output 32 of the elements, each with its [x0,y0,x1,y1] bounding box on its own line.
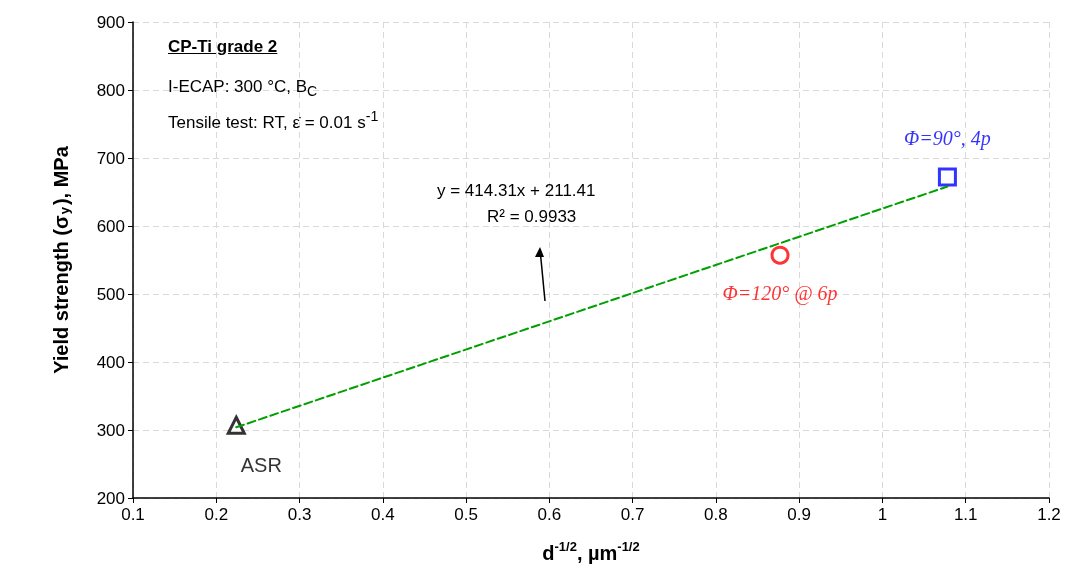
x-tick-label: 0.6 [537,505,562,524]
y-tick-label: 200 [96,488,125,508]
x-tick-label: 0.7 [620,505,645,524]
annotation: I-ECAP: 300 °C, B$_{C}$ [168,77,318,100]
x-tick-label: 0.4 [371,505,395,524]
point [770,245,790,265]
series-label: Φ=90°, 4p [904,126,991,150]
y-tick-label: 400 [96,352,125,372]
annotation: R² = 0.9933 [487,207,577,227]
y-tick-label: 500 [96,284,125,304]
x-tick-label: 0.9 [787,505,811,524]
y-axis-title: Yield strength (σy), MPa [50,145,72,374]
y-tick-label: 900 [96,12,125,32]
annotation: Tensile test: RT, ε̇ = 0.01 s$^{-1}$ [168,108,379,133]
y-tick-label: 800 [96,80,125,100]
x-tick-label: 1.2 [1037,505,1061,524]
y-tick-label: 600 [96,216,125,236]
series-label: ASR [240,453,282,476]
annotation: CP-Ti grade 2 [168,37,278,57]
point [937,167,957,187]
y-tick-label: 300 [96,420,125,440]
x-tick-label: 0.8 [704,505,728,524]
annotation: y = 414.31x + 211.41 [437,181,596,201]
series-label: Φ=120° @ 6p [722,281,838,305]
x-tick-label: 1 [877,505,888,524]
x-tick-label: 0.1 [121,505,145,524]
x-tick-label: 0.3 [287,505,312,524]
x-tick-label: 0.5 [454,505,478,524]
x-tick-label: 1.1 [953,505,978,524]
point [226,415,246,435]
x-tick-label: 0.2 [204,505,229,524]
y-tick-label: 700 [96,148,125,168]
